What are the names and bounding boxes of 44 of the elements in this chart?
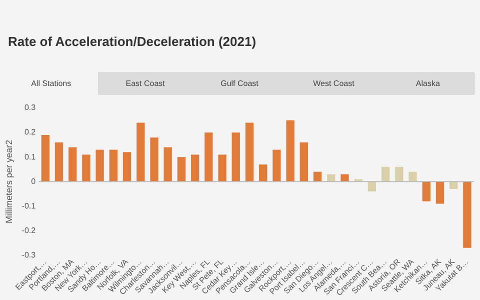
bar bbox=[150, 137, 158, 182]
bar bbox=[395, 166, 404, 182]
bar bbox=[381, 166, 390, 182]
y-tick-label: 0 bbox=[31, 176, 36, 186]
bar bbox=[245, 122, 254, 182]
y-tick-label: 0.3 bbox=[24, 103, 36, 112]
bar bbox=[313, 172, 322, 182]
bar bbox=[177, 157, 186, 182]
bar bbox=[272, 150, 281, 182]
y-tick-label: -0.2 bbox=[22, 226, 36, 235]
bar bbox=[408, 172, 417, 182]
bar bbox=[232, 132, 240, 182]
bar bbox=[422, 182, 430, 202]
bar bbox=[340, 174, 349, 182]
bar bbox=[450, 182, 458, 189]
bar bbox=[368, 182, 376, 192]
bar bbox=[41, 135, 50, 182]
bar bbox=[463, 182, 472, 248]
text: Gulf Coast bbox=[220, 78, 260, 90]
y-axis-title: Millimeters per year2 bbox=[4, 140, 14, 224]
bar bbox=[68, 147, 77, 182]
bar bbox=[136, 122, 145, 182]
y-tick-label: -0.1 bbox=[22, 201, 36, 210]
bar bbox=[436, 182, 444, 204]
bar bbox=[300, 142, 308, 182]
y-tick-label: 0.2 bbox=[24, 128, 36, 137]
bar bbox=[109, 150, 118, 182]
bar bbox=[190, 154, 200, 182]
bar bbox=[259, 164, 268, 182]
text: Alaska bbox=[414, 78, 441, 90]
bar bbox=[286, 120, 294, 182]
bar bbox=[122, 152, 132, 182]
text: All Stations bbox=[4, 72, 98, 95]
bar bbox=[164, 147, 172, 182]
bar bbox=[218, 154, 226, 182]
y-tick-label: -0.3 bbox=[22, 250, 36, 260]
y-tick-label: 0.1 bbox=[24, 152, 36, 162]
bar bbox=[96, 150, 104, 182]
text: West Coast bbox=[312, 78, 356, 90]
bar bbox=[82, 154, 90, 182]
chart-title: Rate of Acceleration/Deceleration (2021) bbox=[8, 34, 256, 49]
text: East Coast bbox=[124, 78, 166, 90]
bar bbox=[54, 142, 64, 182]
bar bbox=[204, 132, 213, 182]
